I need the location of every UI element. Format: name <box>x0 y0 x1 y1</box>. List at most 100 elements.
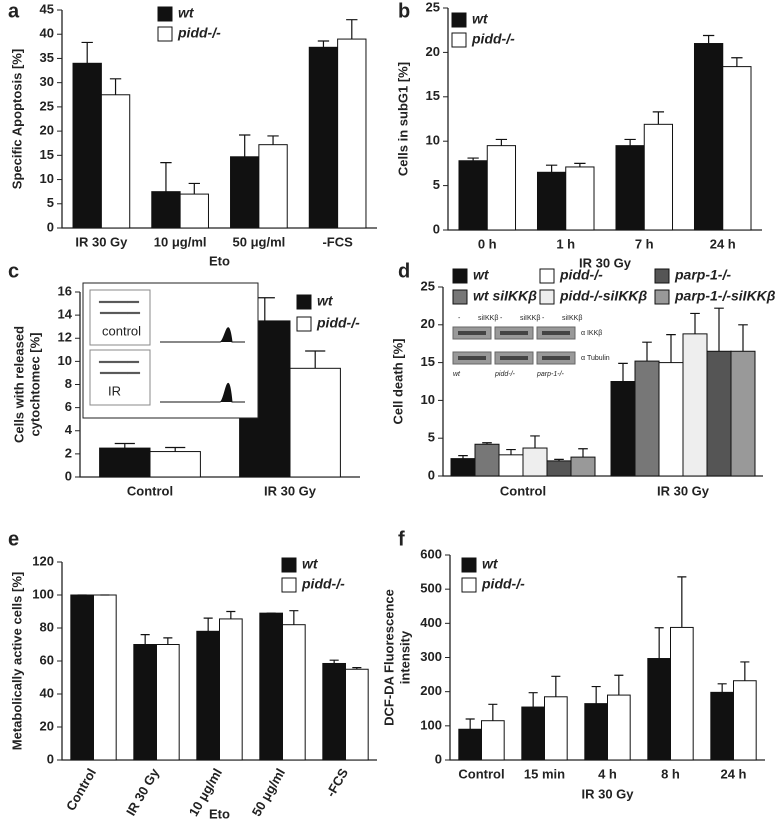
error-bar <box>578 448 588 458</box>
flow-dot <box>137 371 141 375</box>
flow-dot <box>133 311 137 315</box>
y-tick-label: 200 <box>420 683 442 698</box>
flow-dot <box>102 360 106 364</box>
legend-swatch <box>296 294 312 310</box>
y-tick-label: 25 <box>426 0 440 14</box>
error-bar <box>554 458 564 461</box>
bar <box>615 145 645 231</box>
error-bar <box>654 627 664 659</box>
y-tick-label: 0 <box>435 751 442 766</box>
flow-dot <box>104 300 108 304</box>
bar <box>322 662 347 761</box>
y-axis-label: intensity <box>397 630 412 684</box>
bar <box>151 191 181 229</box>
error-bar <box>551 675 561 697</box>
blot-signal <box>542 356 570 360</box>
flow-dot <box>124 360 128 364</box>
blot-signal <box>542 331 570 335</box>
flow-dot <box>128 360 132 364</box>
y-tick-label: 5 <box>428 430 435 445</box>
flow-dot <box>98 300 102 304</box>
flow-dot <box>115 311 119 315</box>
bar <box>498 454 524 477</box>
error-bar <box>458 454 468 459</box>
x-tick-label: Control <box>63 766 99 814</box>
y-axis-label: DCF-DA Fluorescence <box>381 589 396 726</box>
flow-dot <box>135 371 139 375</box>
error-bar <box>289 610 299 625</box>
bar <box>634 360 660 477</box>
flow-dot <box>131 311 135 315</box>
legend-label: pidd-/- <box>301 576 345 592</box>
legend-label: wt <box>473 267 490 283</box>
flow-dot <box>122 360 126 364</box>
bar <box>733 680 757 761</box>
legend-label: wt <box>472 11 489 27</box>
bar <box>643 123 674 231</box>
panel-letter: e <box>8 528 19 550</box>
x-tick-label: 4 h <box>598 766 617 781</box>
x-tick-label: 0 h <box>478 236 497 251</box>
legend-swatch <box>452 289 468 305</box>
bar <box>133 644 158 761</box>
legend-swatch <box>654 289 670 305</box>
legend-swatch <box>539 268 555 284</box>
flow-dot <box>125 311 129 315</box>
flow-dot <box>100 300 104 304</box>
lane-label: siIKKβ <box>562 315 582 322</box>
bar <box>149 451 201 478</box>
y-tick-label: 20 <box>421 316 435 331</box>
panel: f 0 100 200 300 400 500 600 DCF-DA Fluorescence i… <box>381 528 765 801</box>
flow-dot <box>118 300 122 304</box>
bar <box>179 193 209 229</box>
flow-dot <box>129 371 133 375</box>
error-bar <box>677 576 687 628</box>
lane-label: - <box>542 315 545 322</box>
error-bar <box>642 341 652 362</box>
flow-dot <box>127 371 131 375</box>
x-tick-label: 15 min <box>524 766 565 781</box>
legend-label: pidd-/- <box>481 576 525 592</box>
legend-label: wt siIKKβ <box>473 288 537 304</box>
error-bar <box>506 448 516 455</box>
legend-label: pidd-/-siIKKβ <box>559 288 648 304</box>
flow-dot <box>130 360 134 364</box>
error-bar <box>731 57 743 67</box>
bar <box>282 624 306 761</box>
y-tick-label: 4 <box>65 422 73 437</box>
flow-dot <box>103 371 107 375</box>
error-bar <box>81 41 93 64</box>
error-bar <box>346 19 358 40</box>
bar <box>610 381 636 477</box>
flow-dot <box>108 300 112 304</box>
cell-line-label: pidd-/- <box>494 371 516 378</box>
blot-signal <box>500 331 528 335</box>
legend-label: wt <box>178 5 195 21</box>
flow-dot <box>120 360 124 364</box>
bar <box>474 443 500 477</box>
flow-dot <box>132 300 136 304</box>
lane-label: siIKKβ <box>478 315 498 322</box>
flow-dot <box>134 360 138 364</box>
flow-dot <box>109 371 113 375</box>
flow-dot <box>110 300 114 304</box>
bar <box>230 156 260 229</box>
error-bar <box>738 324 748 352</box>
bar <box>670 626 694 761</box>
flow-dot <box>118 360 122 364</box>
histogram <box>160 382 245 403</box>
legend-swatch <box>451 12 467 28</box>
inset-label: IR <box>108 383 121 398</box>
flow-dot <box>113 371 117 375</box>
band-label: α Tubulin <box>581 355 610 362</box>
panel: d 0 5 10 15 20 25 Cell death [%] Control IR 30 Gy… <box>390 260 775 498</box>
x-tick-label: IR 30 Gy <box>123 765 162 818</box>
y-tick-label: 10 <box>426 133 440 148</box>
flow-dot <box>98 360 102 364</box>
flow-dot <box>101 371 105 375</box>
y-axis-label: Cell death [%] <box>390 339 405 425</box>
error-bar <box>618 362 628 382</box>
x-tick-label: -FCS <box>323 765 351 799</box>
bar <box>100 94 131 229</box>
error-bar <box>530 435 540 449</box>
